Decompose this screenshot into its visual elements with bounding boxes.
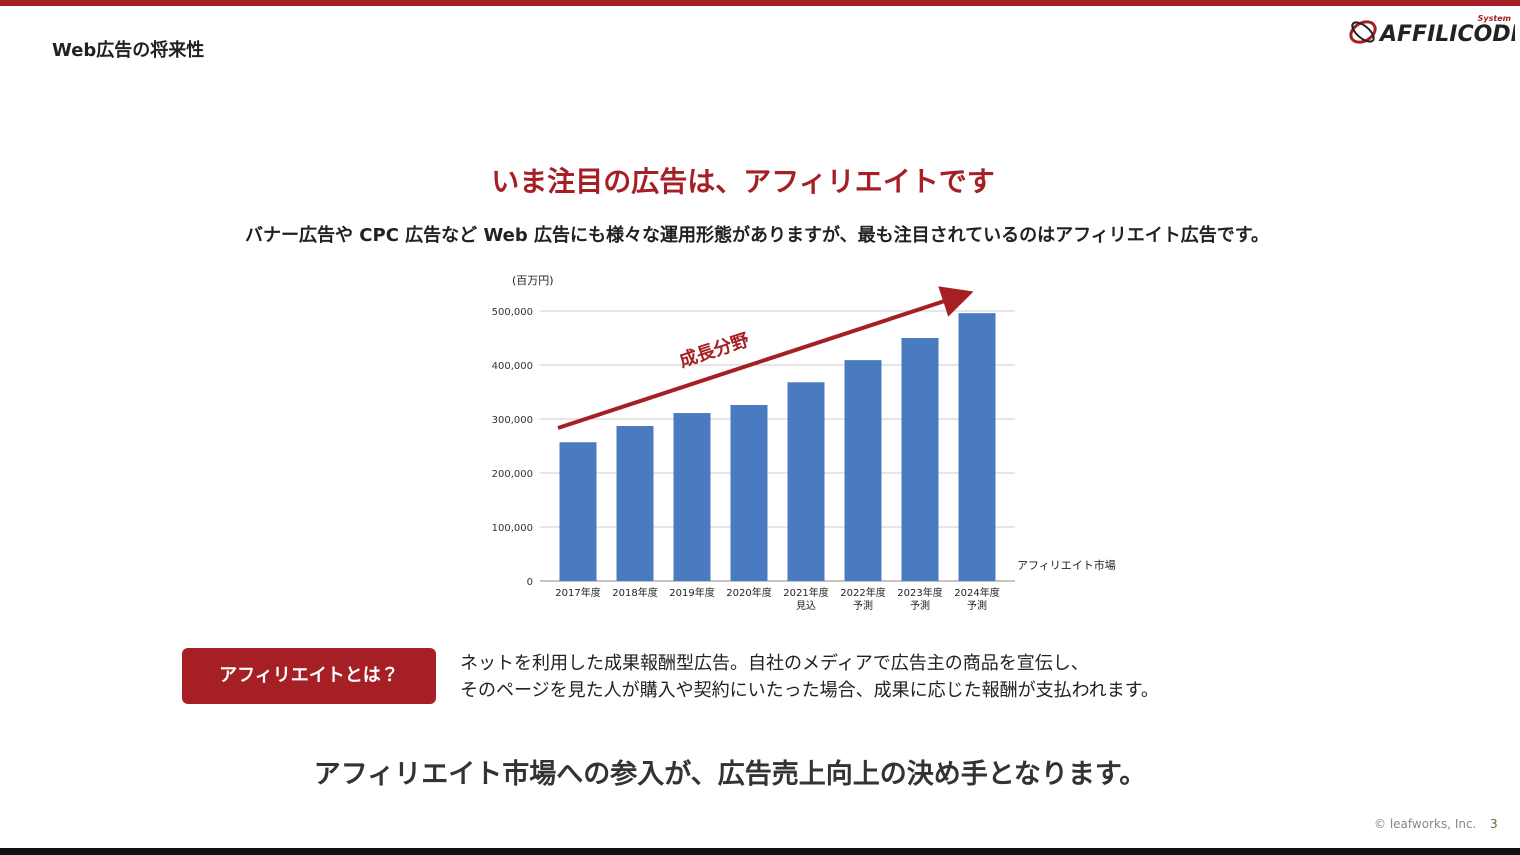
headline: いま注目の広告は、アフィリエイトです bbox=[491, 165, 995, 198]
x-tick-label: 2019年度 bbox=[669, 588, 715, 599]
x-tick-label: 2024年度 予測 bbox=[954, 588, 1000, 612]
logo-icon bbox=[1349, 20, 1377, 44]
x-tick-label: 2021年度 見込 bbox=[783, 588, 829, 612]
bar bbox=[958, 313, 996, 581]
y-tick-label: 500,000 bbox=[492, 307, 533, 318]
bar bbox=[559, 442, 597, 581]
trend-arrow bbox=[557, 286, 974, 430]
top-bar bbox=[0, 0, 1520, 6]
y-tick-label: 300,000 bbox=[492, 415, 533, 426]
logo-icon bbox=[1351, 21, 1375, 43]
bar bbox=[901, 338, 939, 581]
x-tick-label: 2018年度 bbox=[612, 588, 658, 599]
logo: AFFILICODE System bbox=[1349, 14, 1515, 47]
definition-label: アフィリエイトとは？ bbox=[182, 648, 436, 704]
definition-line: そのページを見た人が購入や契約にいたった場合、成果に応じた報酬が支払われます。 bbox=[460, 680, 1159, 701]
y-tick-label: 400,000 bbox=[492, 361, 533, 372]
definition-text: ネットを利用した成果報酬型広告。自社のメディアで広告主の商品を宣伝し、 そのペー… bbox=[460, 650, 1159, 704]
bar bbox=[787, 382, 825, 581]
bar bbox=[844, 360, 882, 581]
y-tick-label: 0 bbox=[527, 577, 533, 588]
x-tick-label: 2017年度 bbox=[555, 588, 601, 599]
x-tick-label: 2020年度 bbox=[726, 588, 772, 599]
logo-text: AFFILICODE bbox=[1378, 22, 1515, 47]
subtitle: バナー広告や CPC 広告など Web 広告にも様々な運用形態がありますが、最も… bbox=[245, 225, 1269, 246]
unit-label: (百万円) bbox=[512, 274, 554, 287]
conclusion: アフィリエイト市場への参入が、広告売上向上の決め手となります。 bbox=[313, 759, 1147, 790]
bar bbox=[616, 426, 654, 581]
bar bbox=[730, 404, 768, 581]
chart: (百万円) 0 100,000 200,000 300,000 400,000 500,0… bbox=[492, 274, 1116, 588]
definition-line: ネットを利用した成果報酬型広告。自社のメディアで広告主の商品を宣伝し、 bbox=[460, 653, 1089, 674]
x-tick-label: 2023年度 予測 bbox=[897, 588, 943, 612]
logo-sub: System bbox=[1478, 14, 1511, 23]
y-tick-label: 200,000 bbox=[492, 469, 533, 480]
copyright: © leafworks, Inc. bbox=[1374, 817, 1477, 831]
page-title: Web広告の将来性 bbox=[52, 40, 205, 61]
bottom-bar bbox=[0, 848, 1520, 855]
legend-label: アフィリエイト市場 bbox=[1017, 559, 1116, 572]
y-tick-label: 100,000 bbox=[492, 523, 533, 534]
x-tick-label: 2022年度 予測 bbox=[840, 588, 886, 612]
bar bbox=[673, 413, 711, 581]
page-number: 3 bbox=[1490, 817, 1498, 831]
